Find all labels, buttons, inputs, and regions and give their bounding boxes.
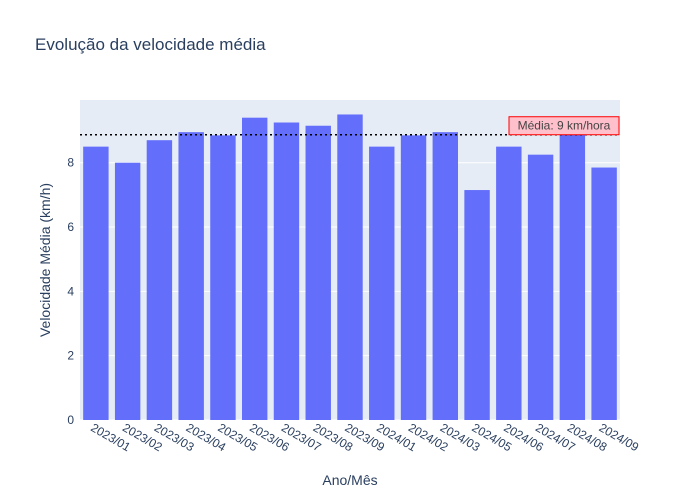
bar (242, 117, 268, 420)
average-label: Média: 9 km/hora (518, 119, 611, 133)
bar (337, 114, 363, 421)
bar (305, 125, 331, 421)
y-axis-title: Velocidade Média (km/h) (37, 183, 53, 337)
y-tick-label: 2 (67, 349, 74, 363)
chart-title: Evolução da velocidade média (35, 35, 266, 54)
bar (178, 132, 204, 420)
bars (83, 114, 617, 421)
bar (496, 146, 522, 420)
x-axis-title: Ano/Mês (322, 472, 377, 488)
bar (369, 146, 395, 420)
bar (527, 154, 554, 420)
bar (559, 130, 586, 420)
average-label-box (508, 116, 620, 136)
y-tick-label: 0 (67, 413, 74, 427)
bar (273, 122, 300, 420)
bar (400, 135, 427, 420)
bar (83, 146, 109, 420)
bar (210, 135, 236, 420)
y-tick-label: 8 (67, 156, 74, 170)
bar (591, 167, 617, 420)
bar (114, 162, 141, 420)
x-axis-ticks: 2023/012023/022023/032023/042023/052023/… (88, 420, 641, 454)
bar (432, 132, 458, 420)
y-tick-label: 4 (67, 284, 74, 298)
y-tick-label: 6 (67, 220, 74, 234)
bar (464, 190, 490, 420)
y-axis-ticks: 0 2 4 6 8 (67, 156, 74, 427)
bar (146, 140, 173, 421)
